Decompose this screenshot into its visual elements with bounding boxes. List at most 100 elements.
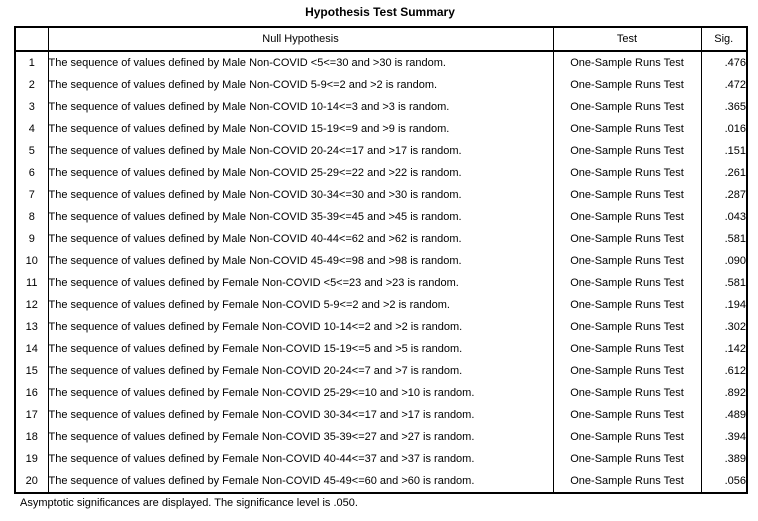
row-hypothesis: The sequence of values defined by Male N… — [47, 74, 553, 96]
row-sig: .056 — [700, 470, 747, 493]
table-row: 8 The sequence of values defined by Male… — [15, 206, 747, 228]
row-number: 14 — [25, 343, 38, 355]
row-sig: .151 — [700, 140, 747, 162]
table-row: 11 The sequence of values defined by Fem… — [15, 272, 747, 294]
row-sig: .892 — [700, 382, 747, 404]
row-test: One-Sample Runs Test — [552, 250, 701, 272]
row-sig: .389 — [700, 448, 747, 470]
row-number: 20 — [25, 475, 38, 487]
row-test: One-Sample Runs Test — [552, 162, 701, 184]
row-test: One-Sample Runs Test — [552, 316, 701, 338]
table-row: 5 The sequence of values defined by Male… — [15, 140, 747, 162]
row-hypothesis: The sequence of values defined by Male N… — [47, 96, 553, 118]
row-test: One-Sample Runs Test — [552, 294, 701, 316]
row-test: One-Sample Runs Test — [552, 338, 701, 360]
row-sig: .394 — [700, 426, 747, 448]
row-hypothesis: The sequence of values defined by Male N… — [47, 140, 553, 162]
row-hypothesis: The sequence of values defined by Female… — [47, 426, 553, 448]
row-test: One-Sample Runs Test — [552, 74, 701, 96]
row-test: One-Sample Runs Test — [552, 360, 701, 382]
row-hypothesis: The sequence of values defined by Male N… — [47, 228, 553, 250]
row-sig: .581 — [700, 272, 747, 294]
table-row: 18 The sequence of values defined by Fem… — [15, 426, 747, 448]
table-row: 7 The sequence of values defined by Male… — [15, 184, 747, 206]
header-cell-sig: Sig. — [700, 27, 747, 52]
row-number: 5 — [28, 145, 35, 157]
row-hypothesis: The sequence of values defined by Female… — [47, 448, 553, 470]
row-test: One-Sample Runs Test — [552, 228, 701, 250]
row-hypothesis: The sequence of values defined by Female… — [47, 470, 553, 493]
table-row: 10 The sequence of values defined by Mal… — [15, 250, 747, 272]
row-hypothesis: The sequence of values defined by Female… — [47, 294, 553, 316]
row-number: 1 — [28, 57, 35, 69]
table-row: 14 The sequence of values defined by Fem… — [15, 338, 747, 360]
row-sig: .489 — [700, 404, 747, 426]
row-number: 6 — [28, 167, 35, 179]
row-number: 3 — [28, 101, 35, 113]
row-test: One-Sample Runs Test — [552, 272, 701, 294]
row-number: 11 — [26, 277, 38, 289]
row-test: One-Sample Runs Test — [552, 184, 701, 206]
row-test: One-Sample Runs Test — [552, 382, 701, 404]
row-test: One-Sample Runs Test — [552, 96, 701, 118]
row-test: One-Sample Runs Test — [552, 470, 701, 493]
row-hypothesis: The sequence of values defined by Female… — [47, 404, 553, 426]
table-row: 2 The sequence of values defined by Male… — [15, 74, 747, 96]
hypothesis-test-summary-table: Null Hypothesis Test Sig. 1 The sequence… — [14, 26, 748, 494]
row-number: 12 — [25, 299, 38, 311]
row-sig: .287 — [700, 184, 747, 206]
table-body: 1 The sequence of values defined by Male… — [15, 51, 747, 493]
header-cell-test: Test — [552, 27, 701, 52]
row-sig: .016 — [700, 118, 747, 140]
row-number: 2 — [28, 79, 35, 91]
header-cell-null-hypothesis: Null Hypothesis — [47, 27, 553, 52]
row-number: 7 — [28, 189, 35, 201]
row-hypothesis: The sequence of values defined by Male N… — [47, 162, 553, 184]
footer-note: Asymptotic significances are displayed. … — [20, 497, 358, 509]
row-sig: .581 — [700, 228, 747, 250]
row-number: 15 — [25, 365, 38, 377]
header-cell-row — [15, 27, 48, 52]
row-test: One-Sample Runs Test — [552, 140, 701, 162]
row-number: 8 — [28, 211, 35, 223]
row-hypothesis: The sequence of values defined by Male N… — [47, 118, 553, 140]
table-row: 16 The sequence of values defined by Fem… — [15, 382, 747, 404]
row-number: 10 — [25, 255, 38, 267]
row-number: 17 — [25, 409, 38, 421]
row-number: 13 — [25, 321, 38, 333]
row-sig: .472 — [700, 74, 747, 96]
row-hypothesis: The sequence of values defined by Male N… — [47, 250, 553, 272]
row-sig: .194 — [700, 294, 747, 316]
row-sig: .142 — [700, 338, 747, 360]
table-header-row: Null Hypothesis Test Sig. — [15, 27, 747, 52]
row-test: One-Sample Runs Test — [552, 206, 701, 228]
row-hypothesis: The sequence of values defined by Female… — [47, 382, 553, 404]
row-sig: .365 — [700, 96, 747, 118]
row-sig: .090 — [700, 250, 747, 272]
table-row: 15 The sequence of values defined by Fem… — [15, 360, 747, 382]
row-sig: .476 — [700, 51, 747, 74]
row-sig: .261 — [700, 162, 747, 184]
row-number: 18 — [25, 431, 38, 443]
row-test: One-Sample Runs Test — [552, 404, 701, 426]
row-test: One-Sample Runs Test — [552, 448, 701, 470]
row-number: 4 — [28, 123, 35, 135]
row-test: One-Sample Runs Test — [552, 118, 701, 140]
table-row: 6 The sequence of values defined by Male… — [15, 162, 747, 184]
table-row: 13 The sequence of values defined by Fem… — [15, 316, 747, 338]
row-hypothesis: The sequence of values defined by Male N… — [47, 184, 553, 206]
row-hypothesis: The sequence of values defined by Female… — [47, 360, 553, 382]
row-sig: .612 — [700, 360, 747, 382]
row-hypothesis: The sequence of values defined by Female… — [47, 272, 553, 294]
table-row: 12 The sequence of values defined by Fem… — [15, 294, 747, 316]
row-hypothesis: The sequence of values defined by Male N… — [47, 206, 553, 228]
row-sig: .043 — [700, 206, 747, 228]
row-test: One-Sample Runs Test — [552, 426, 701, 448]
row-hypothesis: The sequence of values defined by Male N… — [47, 51, 553, 74]
row-test: One-Sample Runs Test — [552, 51, 701, 74]
row-number: 16 — [25, 387, 38, 399]
row-sig: .302 — [700, 316, 747, 338]
table-row: 4 The sequence of values defined by Male… — [15, 118, 747, 140]
page-title: Hypothesis Test Summary — [305, 5, 455, 19]
